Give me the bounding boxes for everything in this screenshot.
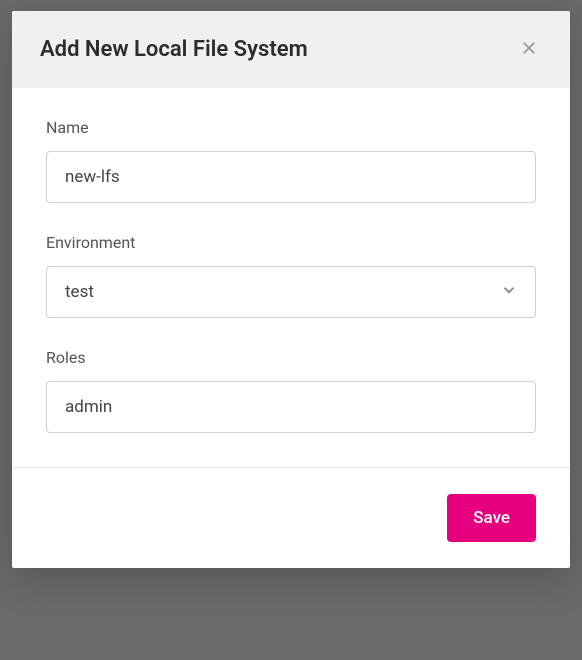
modal-body: Name Environment test Roles (12, 88, 570, 467)
field-environment: Environment test (46, 233, 536, 318)
field-name: Name (46, 118, 536, 203)
modal-dialog: Add New Local File System Name Environme… (12, 11, 570, 568)
roles-input[interactable] (46, 381, 536, 433)
environment-select-wrapper: test (46, 266, 536, 318)
modal-title: Add New Local File System (40, 37, 308, 62)
name-label: Name (46, 118, 536, 137)
roles-label: Roles (46, 348, 536, 367)
save-button[interactable]: Save (447, 494, 536, 542)
environment-select[interactable]: test (46, 266, 536, 318)
close-icon (520, 39, 538, 60)
modal-header: Add New Local File System (12, 11, 570, 88)
field-roles: Roles (46, 348, 536, 433)
environment-label: Environment (46, 233, 536, 252)
name-input[interactable] (46, 151, 536, 203)
close-button[interactable] (516, 35, 542, 64)
modal-footer: Save (12, 467, 570, 568)
